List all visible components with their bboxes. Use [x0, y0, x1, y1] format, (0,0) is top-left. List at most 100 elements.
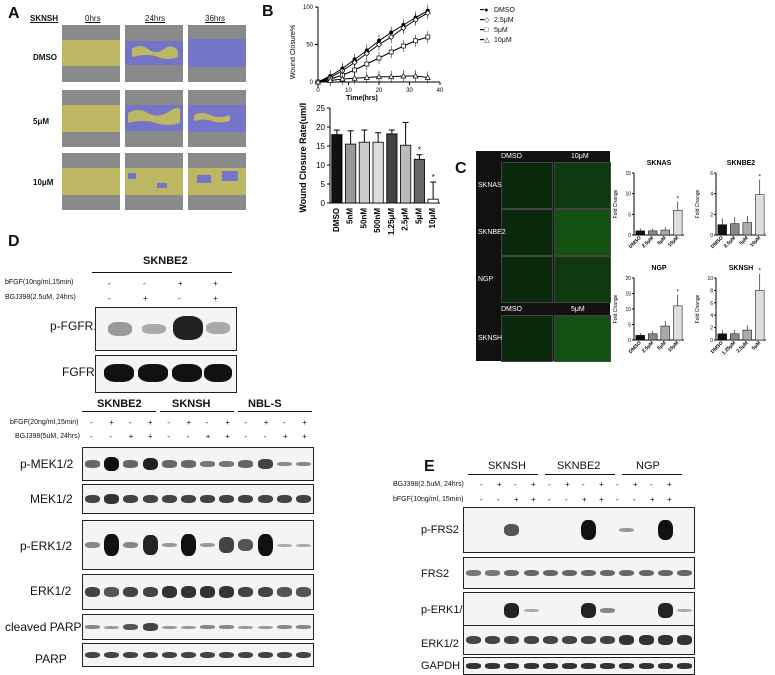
band	[85, 651, 101, 659]
treatment-sign: +	[633, 480, 638, 489]
panel-a-cell-line: SKNSH	[30, 14, 59, 23]
band	[581, 663, 597, 669]
bar	[345, 143, 357, 204]
blot-strip	[463, 557, 695, 589]
line-chart-legend: ━● DMSO ━◇ 2.5μM ━□ 5μM ━△ 10μM	[480, 6, 515, 46]
treatment-sign: +	[514, 495, 519, 504]
band	[257, 534, 273, 556]
panel-d-treat-bgj-2: BGJ398(5uM, 24hrs)	[15, 433, 80, 440]
y-tick-label: 10	[707, 276, 713, 282]
treatment-sign: -	[186, 432, 190, 441]
band	[161, 625, 177, 629]
line-chart-xlabel: Time(hrs)	[346, 95, 378, 102]
band	[104, 534, 120, 556]
band	[504, 635, 520, 645]
treatment-sign: +	[143, 294, 148, 303]
panel-label-a: A	[8, 5, 20, 22]
band	[295, 543, 311, 547]
micro-col-10um: 10μM	[571, 153, 589, 160]
y-tick-label: 5	[628, 212, 631, 218]
series-line	[317, 36, 428, 83]
panel-a-time-24: 24hrs	[145, 14, 166, 23]
bar	[742, 222, 752, 236]
micrograph	[501, 209, 553, 256]
y-tick-label: 4	[710, 313, 713, 319]
band	[276, 543, 292, 547]
band	[104, 651, 120, 659]
band	[295, 625, 311, 629]
y-tick-label: 25	[316, 104, 325, 113]
y-tick-label: 2	[710, 326, 713, 332]
band	[276, 625, 292, 629]
panel-a-row-5um: 5μM	[33, 117, 50, 126]
micro-row-sknas: SKNAS	[478, 182, 502, 189]
band	[200, 542, 216, 548]
treatment-sign: -	[616, 495, 619, 504]
blot-strip	[82, 643, 314, 667]
band	[676, 634, 692, 646]
mini-chart-ylabel: Fold Change	[613, 294, 619, 323]
panel-d-treat-bgj: BGJ398(2.5uM, 24hrs)	[5, 294, 76, 301]
series-line	[317, 12, 429, 83]
treatment-sign: +	[531, 495, 536, 504]
blot-label-frs2: FRS2	[421, 568, 450, 580]
y-tick-label: 0	[628, 233, 631, 239]
blot-label-fgfr1: FGFR1	[62, 365, 102, 379]
micro-col-dmso-2: DMSO	[501, 306, 522, 313]
panel-c-micrographs: DMSO 10μM DMSO 5μM	[476, 151, 611, 362]
mini-chart-title: SKNBE2	[727, 160, 756, 167]
panel-e-treat-bfgf: bFGF(10ng/ml, 15min)	[393, 496, 464, 503]
band	[657, 520, 673, 540]
treatment-sign: -	[616, 480, 619, 489]
panel-e-cell-sknbe2: SKNBE2	[557, 460, 601, 472]
bar	[372, 141, 384, 204]
micro-row-ngp: NGP	[478, 276, 494, 283]
band	[561, 569, 577, 577]
band	[619, 663, 635, 669]
treatment-sign: +	[128, 432, 134, 441]
band	[257, 651, 273, 659]
blot-strip	[463, 507, 695, 553]
divider	[468, 474, 538, 475]
blot-label-cleaved-parp: cleaved PARP	[5, 620, 82, 634]
data-point	[413, 38, 418, 44]
band	[180, 534, 196, 556]
series-line	[317, 10, 429, 83]
mini-chart-ylabel: Fold Change	[613, 189, 619, 218]
data-point	[400, 72, 407, 79]
band	[200, 651, 216, 659]
category-label: 5μM	[656, 340, 667, 351]
bar	[742, 329, 752, 341]
significance-star: *	[418, 146, 421, 155]
bar	[427, 198, 439, 204]
band	[85, 494, 101, 504]
y-tick-label: 0	[710, 338, 713, 344]
band	[581, 520, 597, 540]
blot-strip	[82, 614, 314, 640]
band	[219, 651, 235, 659]
x-tick-label: 0	[316, 88, 320, 94]
data-point	[400, 25, 407, 31]
treatment-sign: -	[90, 418, 93, 427]
band	[466, 635, 482, 645]
treatment-sign: -	[143, 279, 146, 288]
treatment-sign: -	[244, 418, 248, 427]
bar	[648, 230, 658, 236]
category-label: 2.5μM	[641, 235, 655, 249]
band	[123, 651, 139, 659]
micrograph	[501, 315, 553, 362]
category-label: 10μM	[749, 235, 762, 248]
band	[295, 494, 311, 504]
band	[123, 494, 139, 504]
y-tick-label: 6	[710, 171, 713, 177]
micro-col-5um: 5μM	[571, 306, 585, 313]
blot-label-parp: PARP	[35, 652, 67, 666]
band	[638, 663, 654, 669]
y-tick-label: 50	[306, 43, 313, 49]
band	[200, 585, 216, 599]
treatment-sign: +	[178, 279, 183, 288]
